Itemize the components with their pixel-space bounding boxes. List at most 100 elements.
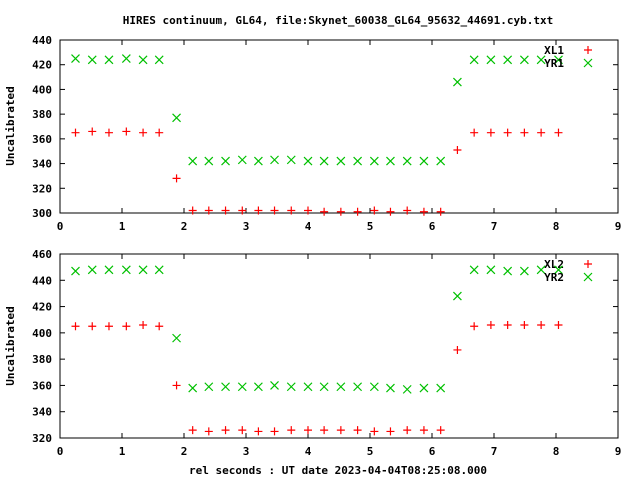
y-tick-label: 340	[32, 406, 52, 419]
data-point-xl2	[486, 320, 495, 329]
data-point-xl2	[254, 427, 263, 436]
data-point-yr1	[419, 156, 429, 166]
x-tick-label: 5	[367, 220, 374, 233]
data-point-yr2	[71, 266, 80, 276]
data-point-xl2	[336, 426, 345, 435]
data-point-xl2	[88, 322, 97, 331]
x-tick-label: 6	[429, 220, 436, 233]
data-point-yr2	[386, 383, 395, 393]
data-point-xl1	[370, 206, 379, 215]
data-point-xl2	[503, 320, 512, 329]
data-point-xl2	[370, 427, 379, 436]
legend-label-xl1: XL1	[544, 44, 564, 57]
data-point-xl2	[172, 381, 181, 390]
legend-marker-yr1	[583, 58, 593, 68]
y-tick-label: 420	[32, 59, 52, 72]
data-point-xl2	[188, 426, 197, 435]
data-point-xl1	[336, 207, 345, 216]
data-point-yr2	[138, 265, 148, 275]
data-point-xl1	[520, 128, 529, 137]
data-point-xl1	[221, 206, 230, 215]
x-tick-label: 3	[243, 220, 250, 233]
data-point-xl2	[353, 426, 362, 435]
data-point-yr2	[188, 383, 198, 393]
data-point-yr1	[436, 156, 446, 166]
data-point-yr1	[204, 156, 214, 166]
data-point-xl1	[204, 206, 213, 215]
data-point-xl1	[188, 206, 197, 215]
data-point-xl2	[436, 426, 445, 435]
data-point-yr1	[503, 55, 513, 65]
y-tick-label: 460	[32, 248, 52, 261]
data-point-yr2	[221, 382, 230, 392]
data-point-xl2	[470, 322, 479, 331]
data-point-yr2	[554, 265, 563, 275]
data-point-yr1	[369, 156, 379, 166]
data-point-xl1	[386, 207, 395, 216]
data-point-xl1	[419, 207, 428, 216]
data-point-xl1	[554, 128, 563, 137]
data-point-yr2	[204, 382, 214, 392]
data-point-xl1	[287, 206, 296, 215]
x-tick-label: 5	[367, 445, 374, 458]
legend-marker-xl1	[584, 46, 592, 54]
data-point-xl2	[270, 427, 279, 436]
data-point-xl1	[403, 206, 412, 215]
data-point-yr1	[237, 155, 247, 165]
x-tick-label: 3	[243, 445, 250, 458]
data-point-yr2	[172, 333, 181, 343]
legend-label-yr2: YR2	[544, 271, 564, 284]
data-point-yr1	[486, 55, 496, 65]
data-point-yr1	[71, 54, 80, 63]
plot-frame-1	[59, 39, 619, 214]
x-tick-label: 1	[119, 445, 126, 458]
data-point-yr2	[121, 265, 131, 275]
data-point-yr2	[303, 382, 313, 392]
plot-frame-2	[59, 253, 619, 439]
chart-title: HIRES continuum, GL64, file:Skynet_60038…	[123, 14, 553, 27]
legend-label-xl2: XL2	[544, 258, 564, 271]
data-point-yr1	[221, 156, 230, 166]
data-point-yr1	[172, 113, 181, 123]
y-tick-label: 380	[32, 108, 52, 121]
x-tick-label: 7	[491, 220, 498, 233]
data-point-yr1	[353, 156, 363, 166]
data-point-yr1	[336, 156, 346, 166]
legend-marker-yr2	[583, 272, 593, 282]
data-point-xl2	[554, 320, 563, 329]
data-point-xl2	[221, 426, 230, 435]
data-point-xl1	[71, 128, 80, 137]
data-point-yr1	[303, 156, 313, 166]
y-tick-label: 440	[32, 274, 52, 287]
data-point-xl2	[238, 426, 247, 435]
data-point-xl1	[353, 207, 362, 216]
x-tick-label: 0	[57, 445, 64, 458]
data-point-yr1	[452, 77, 462, 87]
data-point-yr2	[452, 291, 462, 301]
data-point-yr2	[319, 382, 329, 392]
data-point-yr2	[87, 265, 97, 275]
data-point-yr1	[188, 156, 198, 166]
data-point-yr1	[519, 55, 529, 65]
x-tick-label: 7	[491, 445, 498, 458]
x-tick-label: 2	[181, 445, 188, 458]
y-tick-label: 400	[32, 83, 52, 96]
data-point-yr2	[469, 265, 479, 275]
data-point-xl1	[139, 128, 148, 137]
data-point-yr2	[402, 384, 412, 394]
data-point-yr1	[386, 156, 395, 166]
data-point-yr2	[419, 383, 429, 393]
data-point-xl2	[386, 427, 395, 436]
y-tick-label: 300	[32, 207, 52, 220]
data-point-yr1	[554, 55, 563, 65]
y-tick-label: 360	[32, 379, 52, 392]
x-axis-label: rel seconds : UT date 2023-04-04T08:25:0…	[189, 464, 487, 477]
data-point-xl1	[537, 128, 546, 137]
data-point-yr2	[237, 382, 247, 392]
data-point-yr2	[286, 382, 296, 392]
x-tick-label: 9	[615, 220, 622, 233]
x-tick-label: 1	[119, 220, 126, 233]
data-point-xl2	[304, 426, 312, 435]
legend-marker-xl2	[584, 260, 592, 268]
